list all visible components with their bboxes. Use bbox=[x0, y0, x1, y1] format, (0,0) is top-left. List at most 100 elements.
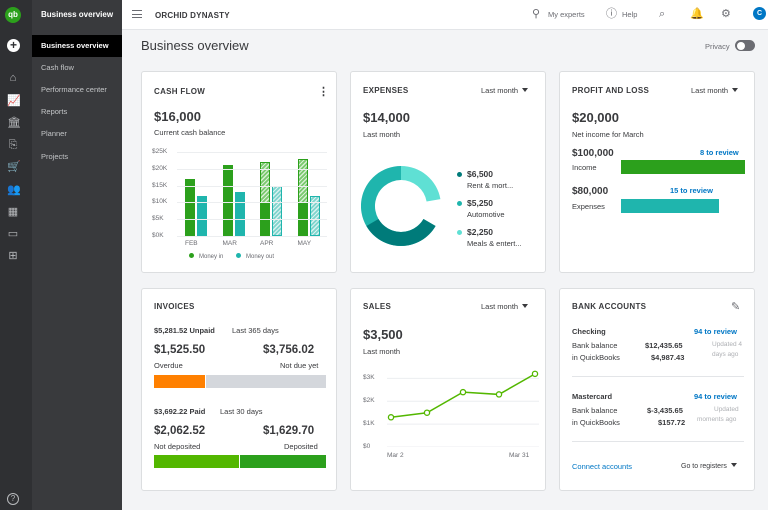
period-dropdown[interactable]: Last month bbox=[481, 86, 529, 95]
card-title: INVOICES bbox=[154, 302, 195, 311]
bar-may-money-in-actual[interactable] bbox=[297, 201, 308, 236]
y-tick-label: $3K bbox=[363, 374, 375, 382]
card-title: EXPENSES bbox=[363, 86, 409, 95]
bullet-dot-icon bbox=[457, 172, 462, 177]
gridline bbox=[177, 168, 327, 170]
gridline bbox=[177, 152, 327, 153]
overdue-label: Overdue bbox=[154, 361, 183, 370]
settings-gear-icon[interactable]: ⚙ bbox=[721, 8, 731, 20]
calendar-icon[interactable]: ▦ bbox=[7, 206, 19, 218]
period-dropdown[interactable]: Last month bbox=[691, 86, 739, 95]
expenses-donut-chart bbox=[361, 166, 441, 246]
notifications-bell-icon[interactable]: 🔔 bbox=[690, 8, 704, 20]
bank-balance-amount: $12,435.65 bbox=[645, 341, 683, 350]
search-icon[interactable]: ⌕ bbox=[659, 8, 666, 20]
not-deposited-bar[interactable] bbox=[154, 455, 239, 468]
sales-point[interactable] bbox=[387, 414, 395, 421]
quickbooks-balance-amount: $157.72 bbox=[658, 418, 686, 427]
expenses-card: EXPENSES Last month $14,000 Last month $… bbox=[350, 71, 546, 273]
bar-may-money-out[interactable] bbox=[309, 195, 320, 236]
card-title: PROFIT AND LOSS bbox=[572, 86, 650, 95]
divider bbox=[572, 441, 744, 442]
chart-icon[interactable]: 📈 bbox=[7, 95, 21, 107]
account-review-link[interactable]: 94 to review bbox=[694, 327, 737, 336]
y-tick-label: $1K bbox=[363, 420, 375, 428]
quickbooks-logo-icon[interactable]: qb bbox=[5, 7, 21, 23]
nav-item-planner[interactable]: Planner bbox=[41, 129, 67, 138]
nav-item-projects[interactable]: Projects bbox=[41, 152, 69, 161]
bar-apr-money-out[interactable] bbox=[272, 185, 282, 236]
overdue-bar[interactable] bbox=[154, 375, 205, 388]
menu-icon[interactable] bbox=[132, 10, 142, 18]
expenses-review-link[interactable]: 15 to review bbox=[670, 186, 713, 195]
legend-label: Money in bbox=[199, 254, 224, 260]
not-due-bar[interactable] bbox=[206, 375, 326, 388]
income-bar bbox=[621, 160, 727, 174]
tag-icon[interactable]: ⎘ bbox=[8, 139, 18, 151]
sales-point[interactable] bbox=[531, 370, 539, 378]
income-review-link[interactable]: 8 to review bbox=[700, 148, 739, 157]
expense-amount: $5,250 bbox=[467, 198, 493, 208]
not-deposited-label: Not deposited bbox=[154, 442, 201, 451]
nav-item-reports[interactable]: Reports bbox=[41, 107, 68, 116]
help-link[interactable]: Help bbox=[622, 10, 638, 19]
nav-item-business-overview[interactable]: Business overview bbox=[32, 35, 122, 57]
account-review-link[interactable]: 94 to review bbox=[694, 392, 737, 401]
updated-text: Updated bbox=[714, 406, 739, 413]
bar-feb-money-in[interactable] bbox=[185, 178, 195, 236]
privacy-toggle[interactable] bbox=[735, 40, 755, 51]
bar-mar-money-out[interactable] bbox=[234, 192, 245, 236]
sales-caption: Last month bbox=[363, 347, 401, 356]
bar-mar-money-in[interactable] bbox=[222, 165, 233, 236]
cash-flow-chart bbox=[177, 152, 327, 236]
overdue-amount: $1,525.50 bbox=[154, 344, 206, 356]
income-label: Income bbox=[572, 163, 597, 172]
home-icon[interactable]: ⌂ bbox=[9, 72, 17, 84]
top-bar: ORCHID DYNASTY ⚲ My experts ⓘ Help ⌕ 🔔 ⚙… bbox=[122, 0, 768, 30]
updated-text: Updated 4 bbox=[712, 341, 742, 348]
x-start-label: Mar 2 bbox=[387, 452, 404, 459]
monitor-icon[interactable]: ▭ bbox=[7, 228, 19, 240]
connect-accounts-link[interactable]: Connect accounts bbox=[572, 462, 633, 471]
edit-pencil-icon[interactable]: ✎ bbox=[731, 301, 741, 313]
people-icon[interactable]: 👥 bbox=[7, 184, 21, 196]
bank-balance-amount: $-3,435.65 bbox=[647, 406, 683, 415]
apps-grid-icon[interactable]: ⊞ bbox=[8, 250, 18, 262]
nav-title: Business overview bbox=[41, 10, 114, 19]
chevron-down-icon bbox=[732, 88, 739, 92]
expenses-amount: $80,000 bbox=[572, 186, 609, 197]
bullet-dot-icon bbox=[457, 230, 462, 235]
expense-label: Meals & entert... bbox=[467, 239, 522, 248]
help-circle-icon[interactable]: ? bbox=[7, 493, 19, 505]
help-icon[interactable]: ⓘ bbox=[606, 8, 617, 20]
card-title: CASH FLOW bbox=[154, 87, 206, 96]
sales-point[interactable] bbox=[459, 388, 467, 396]
go-to-registers-dropdown[interactable]: Go to registers bbox=[681, 463, 737, 470]
dropdown-label: Go to registers bbox=[681, 463, 727, 470]
bank-icon[interactable]: 🏛 bbox=[7, 117, 21, 129]
sales-point[interactable] bbox=[495, 391, 503, 398]
cash-balance-amount: $16,000 bbox=[154, 109, 201, 124]
expense-item-meals: $2,250 Meals & entert... bbox=[457, 227, 522, 248]
bank-balance-label: Bank balance bbox=[572, 406, 618, 415]
expense-label: Automotive bbox=[467, 210, 505, 219]
gridline bbox=[177, 185, 327, 187]
nav-item-cash-flow[interactable]: Cash flow bbox=[41, 63, 74, 72]
nav-item-performance-center[interactable]: Performance center bbox=[41, 85, 107, 94]
period-dropdown[interactable]: Last month bbox=[481, 302, 529, 311]
cash-flow-card: CASH FLOW ⋮ $16,000 Current cash balance… bbox=[141, 71, 337, 273]
sales-line bbox=[390, 373, 536, 419]
not-due-label: Not due yet bbox=[280, 361, 319, 370]
experts-person-icon[interactable]: ⚲ bbox=[532, 8, 541, 20]
sales-amount: $3,500 bbox=[363, 327, 403, 342]
deposited-bar[interactable] bbox=[240, 455, 326, 468]
deposited-label: Deposited bbox=[284, 442, 318, 451]
avatar[interactable]: C bbox=[753, 7, 766, 20]
cart-icon[interactable]: 🛒 bbox=[7, 161, 21, 173]
bar-feb-money-out[interactable] bbox=[197, 195, 207, 236]
chevron-down-icon bbox=[522, 88, 529, 92]
more-options-icon[interactable]: ⋮ bbox=[318, 86, 329, 98]
sales-point[interactable] bbox=[423, 409, 431, 416]
my-experts-link[interactable]: My experts bbox=[548, 10, 585, 19]
create-new-icon[interactable]: + bbox=[7, 39, 20, 52]
